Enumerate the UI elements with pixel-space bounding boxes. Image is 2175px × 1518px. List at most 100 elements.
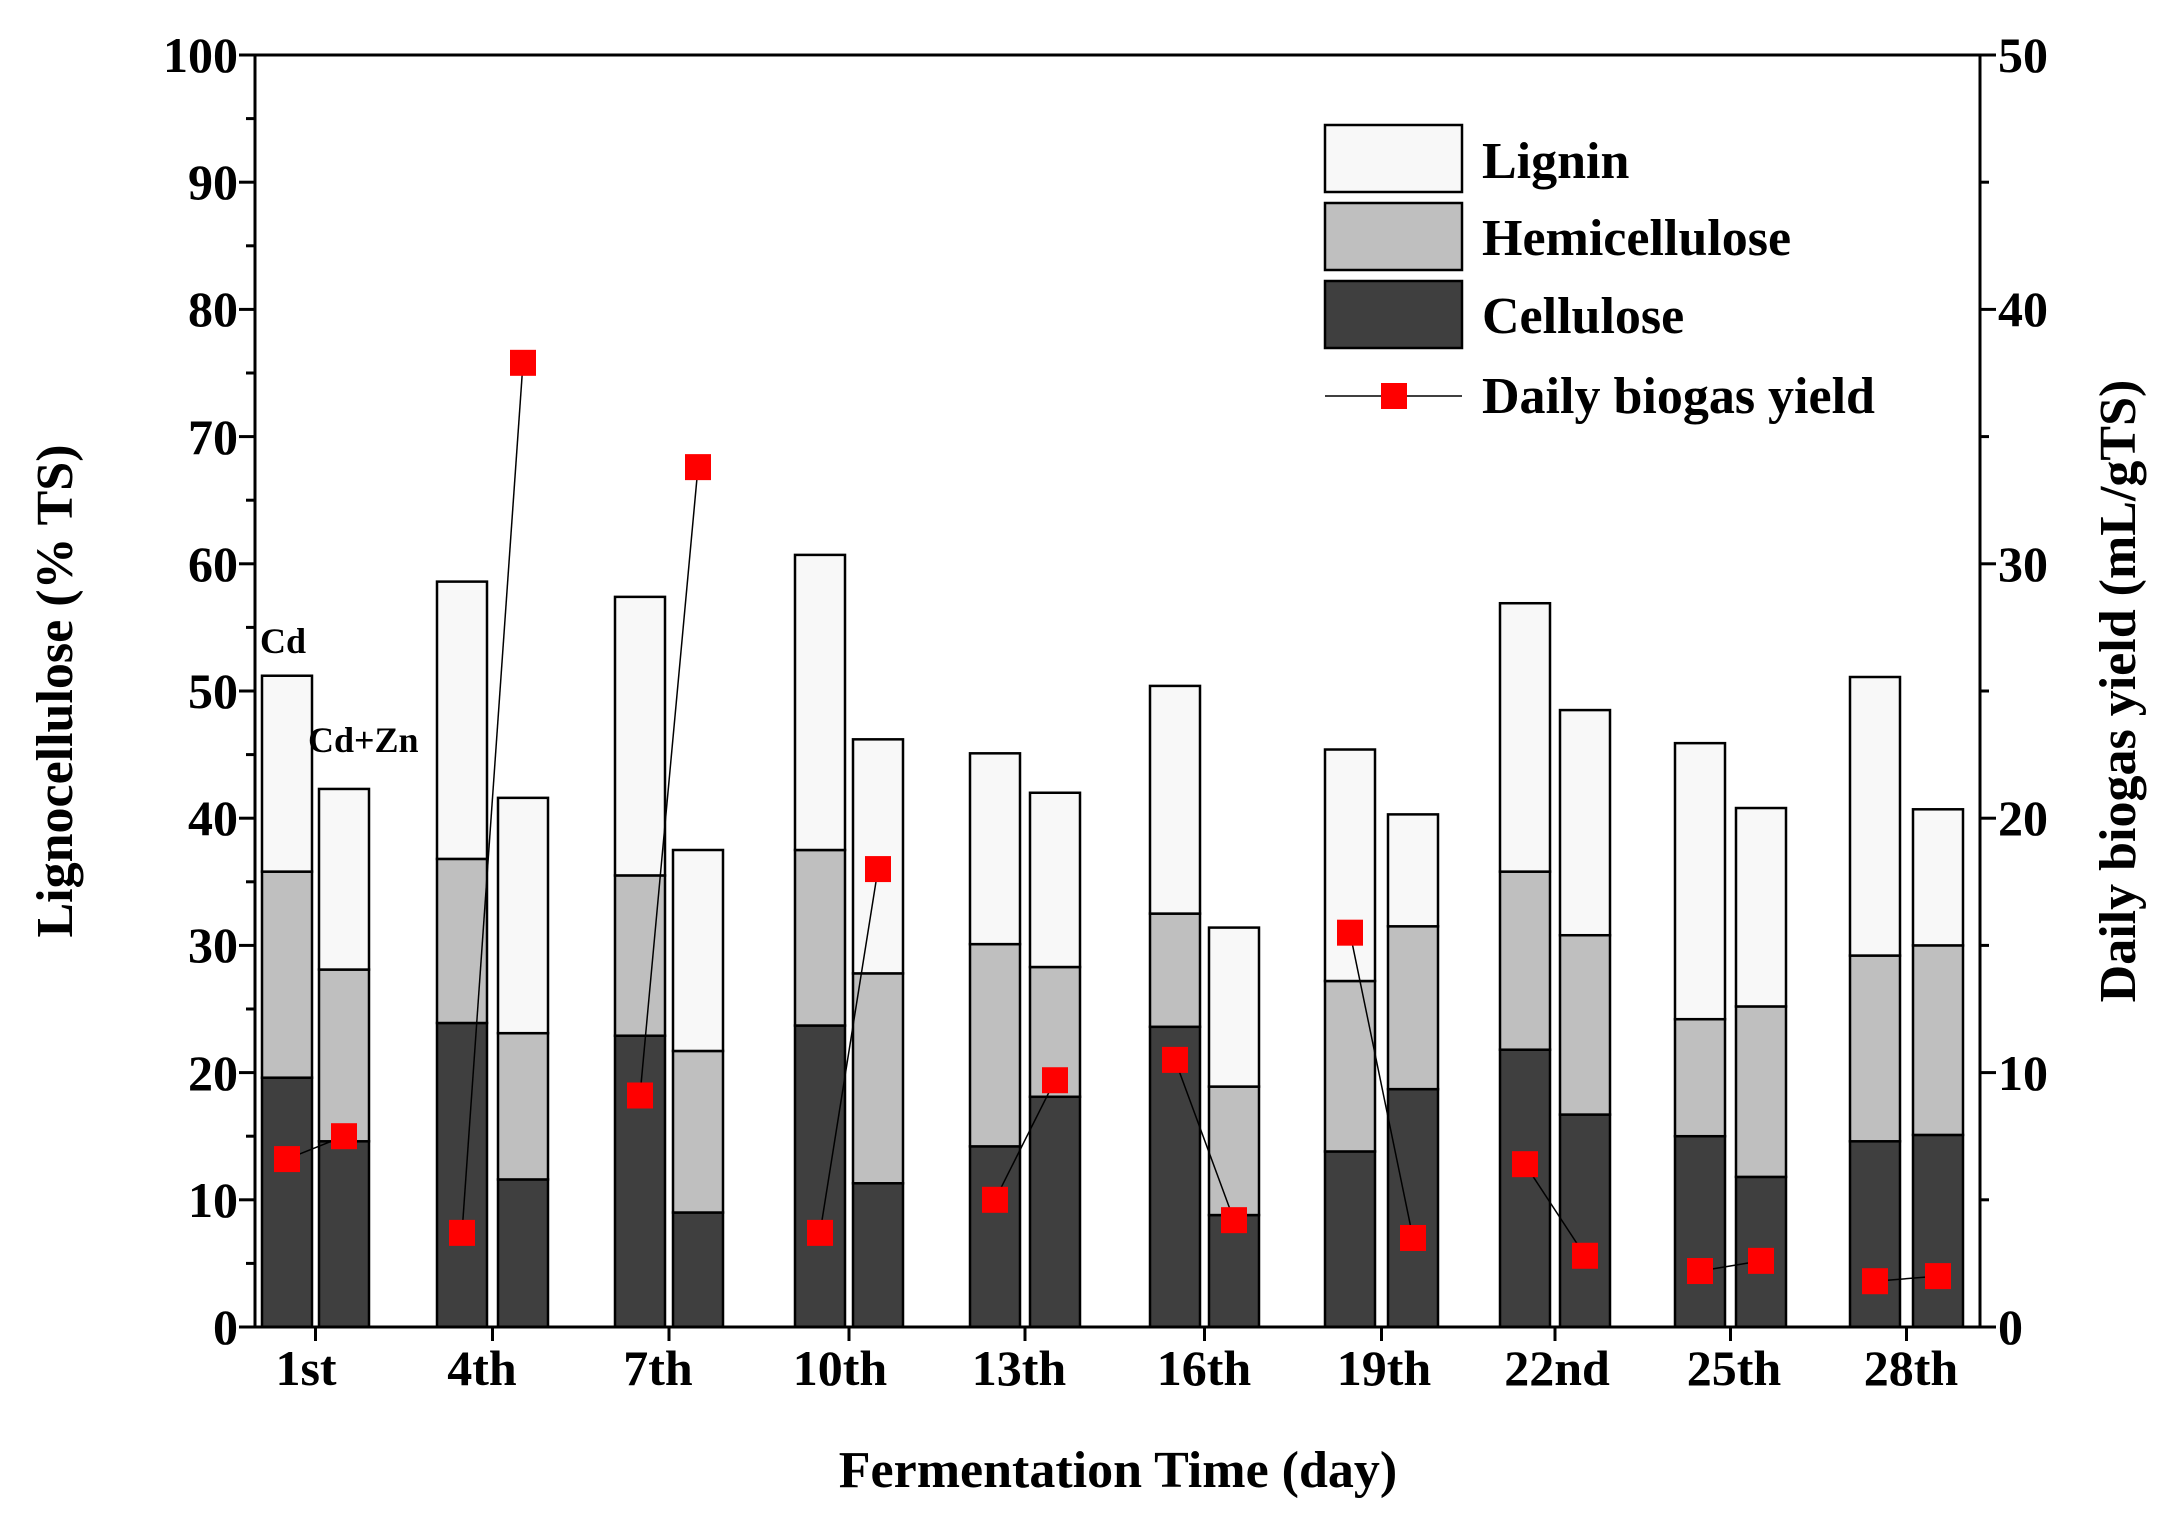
bar-lignin-cd-16th — [1148, 684, 1202, 915]
biogas-line-19th — [1349, 932, 1414, 1239]
bar-lignin-cd-zn-28th — [1911, 808, 1965, 947]
y-tick-label: 70 — [188, 409, 238, 465]
bar-hemicellulose-cd-25th — [1673, 1017, 1727, 1138]
bar-cellulose-cd-16th — [1148, 1025, 1202, 1329]
biogas-line-13th — [994, 1079, 1056, 1201]
bar-lignin-cd-10th — [793, 553, 847, 852]
biogas-line-16th — [1174, 1059, 1235, 1221]
bar-cellulose-cd-zn-7th — [671, 1211, 725, 1329]
biogas-line-4th — [461, 362, 524, 1233]
legend-swatch-lignin — [1323, 123, 1464, 194]
bar-hemicellulose-cd-zn-19th — [1386, 925, 1440, 1091]
biogas-marker-cd-zn-28th — [1925, 1263, 1951, 1290]
biogas-marker-cd-zn-1st — [331, 1123, 357, 1150]
biogas-marker-cd-22nd — [1512, 1151, 1538, 1178]
x-axis-title: Fermentation Time (day) — [839, 1442, 1397, 1499]
bar-hemicellulose-cd-7th — [613, 874, 667, 1037]
bar-cellulose-cd-zn-19th — [1386, 1087, 1440, 1329]
biogas-line-10th — [819, 868, 879, 1233]
y-tick-label: 40 — [188, 790, 238, 846]
biogas-marker-cd-zn-13th — [1042, 1067, 1068, 1094]
biogas-marker-cd-19th — [1337, 919, 1363, 946]
biogas-marker-cd-zn-16th — [1221, 1207, 1247, 1234]
bar-cellulose-cd-zn-28th — [1911, 1133, 1965, 1329]
x-tick-label: 22nd — [1504, 1340, 1610, 1396]
biogas-marker-cd-1st — [274, 1146, 300, 1173]
biogas-marker-cd-7th — [627, 1082, 653, 1109]
bar-lignin-cd-1st — [260, 674, 314, 873]
y-tick-label: 100 — [163, 27, 238, 83]
legend-label-lignin: Lignin — [1482, 133, 1629, 190]
bar-lignin-cd-zn-22nd — [1558, 708, 1612, 937]
y-tick-label: 50 — [188, 663, 238, 719]
biogas-marker-cd-4th — [449, 1219, 475, 1246]
y-tick-label: 30 — [188, 917, 238, 973]
bar-lignin-cd-25th — [1673, 741, 1727, 1021]
bar-lignin-cd-13th — [968, 752, 1022, 946]
bar-lignin-cd-zn-7th — [671, 848, 725, 1053]
x-tick-label: 25th — [1687, 1340, 1782, 1396]
biogas-marker-cd-16th — [1162, 1046, 1188, 1073]
x-tick-label: 1st — [275, 1340, 336, 1396]
bar-hemicellulose-cd-zn-4th — [496, 1031, 550, 1181]
y-right-tick-label: 10 — [1998, 1045, 2048, 1101]
bar-hemicellulose-cd-22nd — [1498, 870, 1552, 1051]
bar-hemicellulose-cd-19th — [1323, 979, 1377, 1153]
bar-lignin-cd-7th — [613, 595, 667, 877]
biogas-marker-cd-zn-4th — [510, 349, 536, 376]
bars-layer — [260, 553, 1965, 1329]
y-right-tick-label: 40 — [1998, 281, 2048, 337]
y-right-tick-label: 0 — [1998, 1299, 2023, 1355]
bar-cellulose-cd-zn-10th — [851, 1182, 905, 1329]
bar-cellulose-cd-1st — [260, 1076, 314, 1329]
bar-hemicellulose-cd-28th — [1848, 954, 1902, 1143]
legend: Lignin Hemicellulose Cellulose Daily bio… — [1323, 123, 1875, 425]
y-right-tick-label: 30 — [1998, 536, 2048, 592]
biogas-marker-cd-25th — [1687, 1258, 1713, 1285]
y-tick-label: 0 — [213, 1299, 238, 1355]
bar-lignin-cd-zn-25th — [1734, 806, 1788, 1008]
biogas-marker-cd-10th — [807, 1219, 833, 1246]
bar-cellulose-cd-25th — [1673, 1134, 1727, 1329]
y-axis-left-tick-labels: 0 10 20 30 40 50 60 70 80 90 100 — [163, 27, 238, 1355]
bar-lignin-cd-4th — [435, 580, 489, 861]
x-tick-label: 7th — [623, 1340, 693, 1396]
bar-hemicellulose-cd-4th — [435, 857, 489, 1025]
bar-lignin-cd-22nd — [1498, 601, 1552, 873]
bar-cellulose-cd-22nd — [1498, 1048, 1552, 1329]
biogas-layer — [274, 349, 1951, 1295]
biogas-marker-cd-zn-22nd — [1572, 1242, 1598, 1269]
bar-hemicellulose-cd-16th — [1148, 912, 1202, 1029]
biogas-marker-cd-zn-25th — [1748, 1247, 1774, 1274]
biogas-marker-cd-zn-19th — [1400, 1224, 1426, 1251]
bar-cellulose-cd-zn-4th — [496, 1178, 550, 1329]
y-tick-label: 80 — [188, 281, 238, 337]
bar-hemicellulose-cd-13th — [968, 942, 1022, 1148]
bar-lignin-cd-zn-13th — [1028, 791, 1082, 969]
bar-hemicellulose-cd-zn-28th — [1911, 944, 1965, 1137]
x-tick-label: 28th — [1864, 1340, 1959, 1396]
y-tick-label: 20 — [188, 1045, 238, 1101]
bar-lignin-cd-zn-4th — [496, 796, 550, 1035]
bar-cellulose-cd-13th — [968, 1145, 1022, 1329]
bar-lignin-cd-zn-1st — [317, 787, 371, 971]
legend-label-cellulose: Cellulose — [1482, 288, 1684, 345]
bar-cellulose-cd-7th — [613, 1034, 667, 1329]
bar-hemicellulose-cd-zn-25th — [1734, 1005, 1788, 1179]
bar-lignin-cd-zn-16th — [1207, 926, 1261, 1088]
bar-hemicellulose-cd-10th — [793, 848, 847, 1027]
legend-swatch-hemicellulose — [1323, 201, 1464, 272]
annotation-cd: Cd — [260, 621, 306, 661]
y-axis-left-title: Lignocellulose (% TS) — [27, 444, 84, 937]
y-right-tick-label: 20 — [1998, 790, 2048, 846]
y-axis-right-title: Daily biogas yield (mL/gTS) — [2090, 380, 2147, 1003]
x-tick-label: 16th — [1157, 1340, 1252, 1396]
biogas-line-22nd — [1524, 1163, 1586, 1257]
bar-lignin-cd-28th — [1848, 675, 1902, 957]
x-tick-label: 13th — [972, 1340, 1067, 1396]
bar-lignin-cd-zn-19th — [1386, 813, 1440, 928]
legend-marker-biogas — [1381, 383, 1407, 409]
y-tick-label: 60 — [188, 536, 238, 592]
annotation-cd-zn: Cd+Zn — [308, 720, 419, 760]
